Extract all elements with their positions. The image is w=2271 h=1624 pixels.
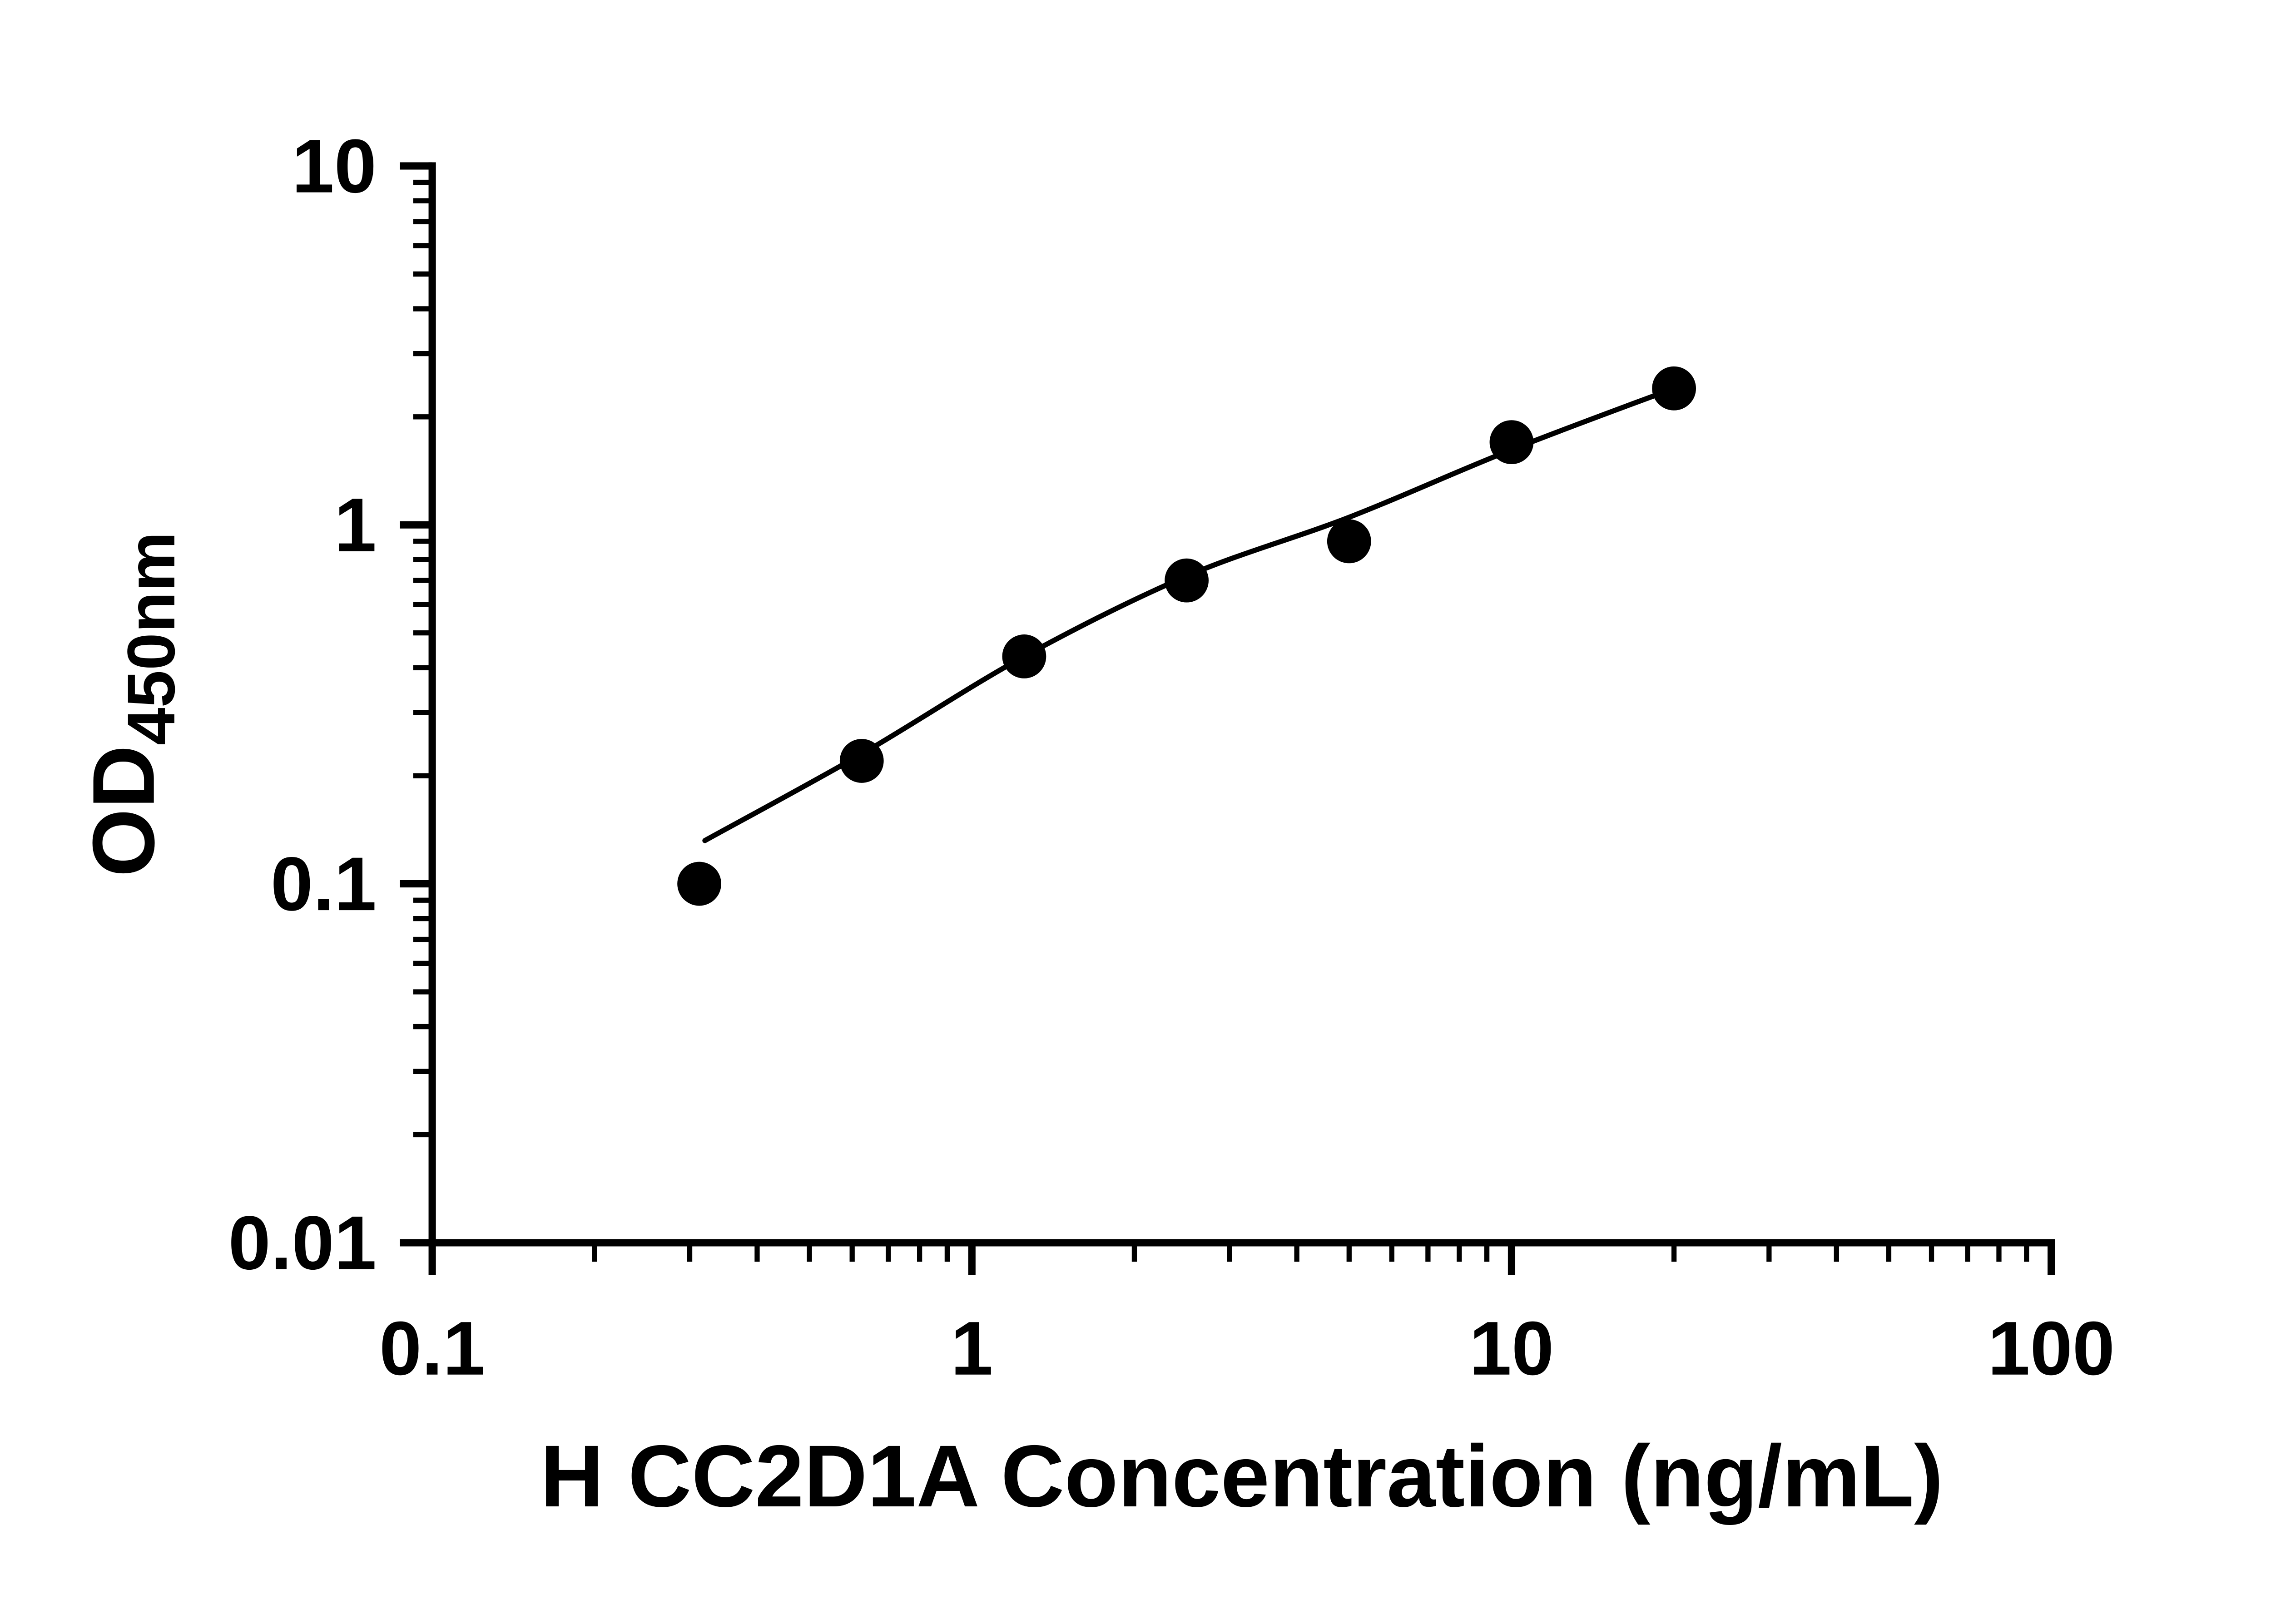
y-axis-title: OD450nm — [75, 532, 189, 877]
y-tick-labels: 0.01 0.1 1 10 — [228, 123, 377, 1285]
y-tick-label: 0.01 — [228, 1200, 377, 1285]
y-tick-label: 10 — [292, 123, 377, 208]
y-tick-label: 1 — [334, 482, 377, 568]
major-ticks — [400, 162, 2055, 1275]
x-tick-label: 1 — [951, 1306, 993, 1391]
x-tick-label: 10 — [1469, 1306, 1554, 1391]
x-tick-label: 0.1 — [379, 1306, 485, 1391]
axes — [428, 162, 2055, 1247]
data-point — [1327, 519, 1371, 564]
x-tick-label: 100 — [1988, 1306, 2115, 1391]
data-point — [1489, 420, 1534, 464]
y-axis-title-main: OD — [75, 745, 173, 877]
data-point — [1002, 634, 1046, 678]
minor-ticks — [413, 179, 2029, 1262]
data-point — [1652, 366, 1696, 411]
data-points — [677, 366, 1696, 906]
x-tick-labels: 0.1 1 10 100 — [379, 1306, 2115, 1391]
y-tick-label: 0.1 — [271, 841, 377, 926]
data-point — [839, 739, 884, 783]
data-point — [677, 862, 721, 906]
data-point — [1165, 558, 1209, 603]
y-axis-title-subscript: 450nm — [114, 532, 189, 745]
x-axis-title: H CC2D1A Concentration (ng/mL) — [540, 1427, 1943, 1525]
